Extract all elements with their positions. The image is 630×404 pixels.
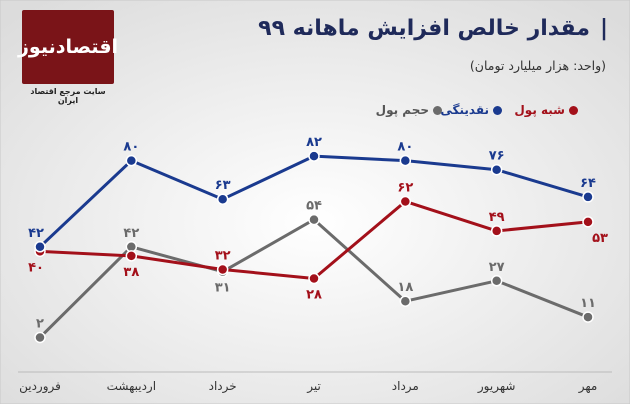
legend-item-liquidity: نقدینگی [440,103,502,117]
data-label: ۷۶ [489,149,505,164]
data-point [490,225,503,237]
data-label: ۵۳ [592,231,608,246]
data-point [216,263,229,276]
data-label: ۸۲ [306,135,322,150]
legend-label-money-supply: حجم پول [375,103,429,117]
data-point [34,331,46,344]
data-point [490,275,503,287]
data-point [125,154,138,167]
x-tick-label: مرداد [392,379,419,394]
data-point [399,295,412,307]
legend-marker-money-supply [433,105,442,115]
data-point [308,272,320,285]
data-label: ۵۴ [306,199,322,214]
data-label: ۸۰ [123,140,139,155]
x-tick-label: تیر [306,379,321,394]
legend-marker-liquidity [493,105,502,115]
logo-tagline: سایت مرجع اقتصاد ایران [30,87,106,105]
legend-item-quasi-money: شبه پول [514,103,578,117]
data-point [582,216,594,228]
data-label: ۲۷ [489,260,505,275]
data-label: ۳۲ [215,248,231,263]
data-point [399,195,412,208]
logo-name: اقتصادنیوز [17,36,119,58]
x-tick-label: شهریور [477,379,516,394]
data-label: ۱۱ [580,296,596,311]
data-label: ۴۰ [28,260,44,275]
data-point [216,193,229,205]
title-bar: | [599,16,608,41]
data-label: ۶۳ [215,178,231,193]
data-point [399,154,412,167]
data-point [582,191,594,203]
legend-label-liquidity: نقدینگی [440,103,489,117]
logo: اقتصادنیوز سایت مرجع اقتصاد ایران [18,10,118,105]
legend-label-quasi-money: شبه پول [514,103,565,117]
data-point [490,163,503,176]
data-point [308,150,320,162]
x-tick-label: فروردین [19,379,61,394]
legend-marker-quasi-money [569,105,578,115]
x-tick-label: خرداد [209,379,237,394]
data-label: ۲ [36,316,44,331]
x-tick-label: اردیبهشت [107,379,156,394]
data-label: ۳۱ [215,281,231,296]
data-point [308,213,320,226]
data-point [125,250,138,262]
data-label: ۴۲ [28,226,44,241]
data-label: ۴۹ [489,210,505,225]
page-subtitle: (واحد: هزار میلیارد تومان) [469,58,606,73]
legend-item-money-supply: حجم پول [376,103,442,117]
data-label: ۶۲ [397,180,413,195]
title-text: مقدار خالص افزایش ماهانه ۹۹ [258,16,590,41]
page-title: | مقدار خالص افزایش ماهانه ۹۹ [258,16,608,41]
data-label: ۱۸ [397,280,413,295]
x-tick-label: مهر [578,379,598,394]
logo-mark: اقتصادنیوز [18,10,118,84]
data-label: ۳۸ [123,265,139,280]
data-label: ۲۸ [306,288,322,303]
data-point [34,241,46,253]
data-label: ۸۰ [397,140,413,155]
data-label: ۶۴ [580,176,596,191]
data-label: ۴۲ [123,226,139,241]
data-point [582,311,594,323]
